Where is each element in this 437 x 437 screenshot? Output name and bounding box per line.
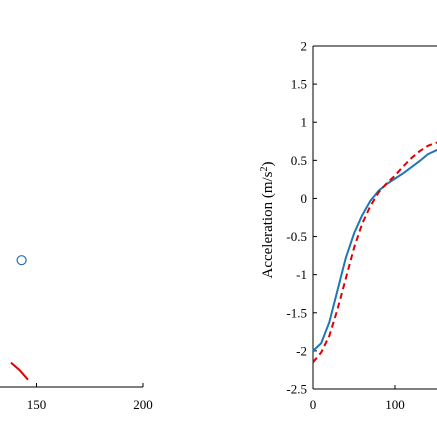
acceleration-series-group <box>312 141 437 363</box>
acceleration-x-ticks: 0 100 <box>310 385 405 412</box>
left-x-tick-label: 150 <box>27 397 47 412</box>
acceleration-x-tick-label: 100 <box>385 397 405 412</box>
acceleration-y-tick-label: 1 <box>301 115 308 130</box>
acceleration-y-tick-label: 0.5 <box>291 153 307 168</box>
acceleration-y-tick-label: -1 <box>296 267 307 282</box>
left-x-ticks: 150 200 <box>27 383 153 412</box>
left-series-group <box>10 255 29 381</box>
acceleration-y-tick-label: -2.5 <box>286 382 307 397</box>
acceleration-y-tick-label: -1.5 <box>286 305 307 320</box>
left-x-tick-label: 200 <box>133 397 153 412</box>
acceleration-series-red-dashed-line <box>312 141 437 363</box>
acceleration-x-tick-label: 0 <box>310 397 317 412</box>
left-chart-panel: 150 200 <box>0 255 153 412</box>
acceleration-y-ticks: 2 1.5 1 0.5 0 -0.5 -1 -1.5 -2 -2.5 <box>286 39 317 397</box>
acceleration-y-tick-label: -0.5 <box>286 229 307 244</box>
left-red-line <box>10 361 29 381</box>
acceleration-y-tick-label: 1.5 <box>291 77 307 92</box>
acceleration-y-tick-label: 2 <box>301 39 308 54</box>
acceleration-series-blue-line <box>312 148 437 352</box>
acceleration-chart-panel: 2 1.5 1 0.5 0 -0.5 -1 -1.5 -2 -2.5 0 100 Accelerat… <box>259 39 437 412</box>
acceleration-y-tick-label: -2 <box>296 343 307 358</box>
ylabel-superscript: 2 <box>259 166 270 171</box>
ylabel-suffix: ) <box>260 161 276 166</box>
left-circle-marker <box>16 255 27 266</box>
ylabel-main: Acceleration (m/s <box>260 171 276 278</box>
acceleration-y-tick-label: 0 <box>301 191 308 206</box>
acceleration-y-axis-label: Acceleration (m/s2) <box>259 161 277 278</box>
